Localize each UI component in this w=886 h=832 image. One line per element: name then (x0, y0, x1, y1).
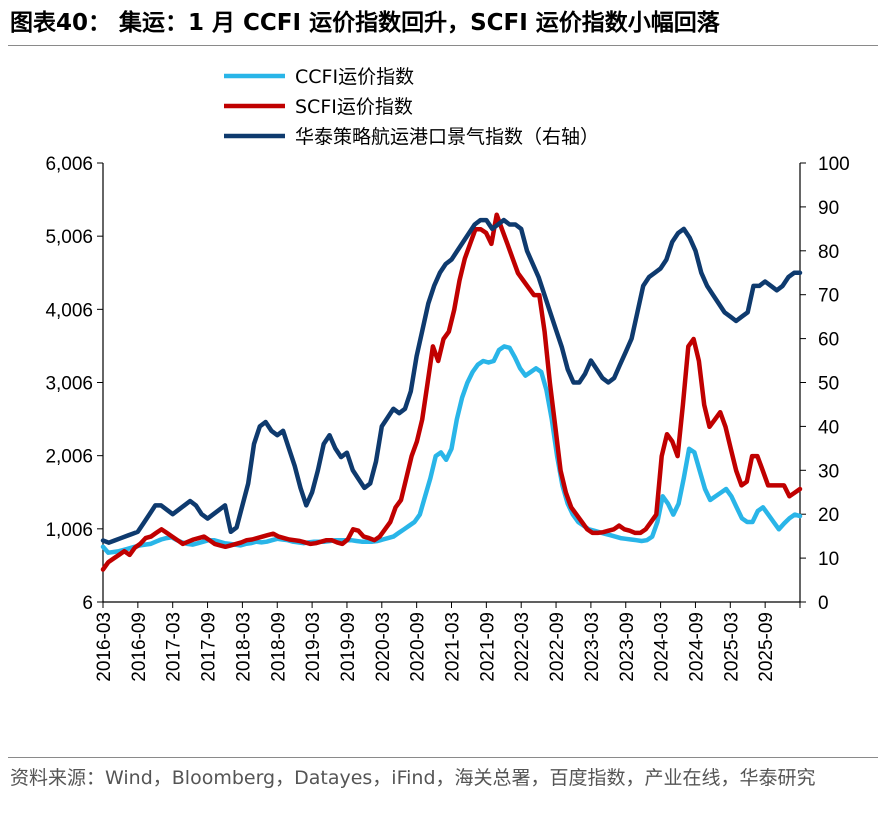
right-tick-label: 80 (818, 242, 839, 263)
x-tick-label: 2018-03 (233, 612, 254, 682)
x-tick-label: 2020-09 (408, 612, 429, 682)
x-tick-label: 2024-03 (652, 612, 673, 682)
right-tick-label: 50 (818, 374, 839, 395)
right-tick-label: 60 (818, 330, 839, 351)
left-tick-label: 2,006 (45, 447, 93, 468)
legend-label-1: CCFI运价指数 (295, 66, 414, 88)
left-tick-label: 3,006 (45, 374, 93, 395)
right-tick-label: 20 (818, 505, 839, 526)
right-tick-label: 70 (818, 286, 839, 307)
right-tick-label: 40 (818, 417, 839, 438)
axes: 6 1,006 2,006 3,006 4,006 5,006 6,006 0 10 20 30 40… (45, 154, 849, 682)
right-tick-label: 0 (818, 593, 829, 614)
x-tick-label: 2022-03 (512, 612, 533, 682)
series-line-2 (100, 212, 803, 572)
left-tick-label: 1,006 (45, 520, 93, 541)
x-tick-label: 2017-03 (164, 612, 185, 682)
x-tick-label: 2024-09 (686, 612, 707, 682)
x-tick-label: 2018-09 (268, 612, 289, 682)
source-note: 资料来源：Wind，Bloomberg，Datayes，iFind，海关总署，百… (10, 767, 816, 789)
series-line-3 (100, 217, 803, 545)
left-tick-label: 5,006 (45, 227, 93, 248)
right-tick-label: 100 (818, 154, 850, 175)
x-tick-label: 2016-09 (129, 612, 150, 682)
x-tick-label: 2025-03 (721, 612, 742, 682)
x-tick-label: 2017-09 (199, 612, 220, 682)
series-line-1 (100, 344, 803, 555)
x-tick-label: 2020-03 (373, 612, 394, 682)
chart-title: 图表40： 集运：1 月 CCFI 运价指数回升，SCFI 运价指数小幅回落 (10, 10, 720, 36)
left-tick-label: 6,006 (45, 154, 93, 175)
legend-label-2: SCFI运价指数 (295, 96, 413, 118)
right-tick-label: 10 (818, 549, 839, 570)
x-tick-label: 2021-09 (477, 612, 498, 682)
x-tick-label: 2022-09 (547, 612, 568, 682)
right-tick-label: 90 (818, 198, 839, 219)
title-divider (8, 45, 878, 46)
legend-label-3: 华泰策略航运港口景气指数（右轴） (295, 126, 599, 148)
left-tick-label: 4,006 (45, 300, 93, 321)
series-lines (100, 212, 803, 572)
x-tick-label: 2023-03 (582, 612, 603, 682)
x-tick-label: 2025-09 (756, 612, 777, 682)
left-tick-label: 6 (82, 593, 93, 614)
x-tick-label: 2021-03 (443, 612, 464, 682)
x-tick-label: 2019-09 (338, 612, 359, 682)
source-divider (8, 757, 878, 758)
right-tick-label: 30 (818, 461, 839, 482)
x-tick-label: 2019-03 (303, 612, 324, 682)
x-tick-label: 2016-03 (94, 612, 115, 682)
x-tick-label: 2023-09 (617, 612, 638, 682)
